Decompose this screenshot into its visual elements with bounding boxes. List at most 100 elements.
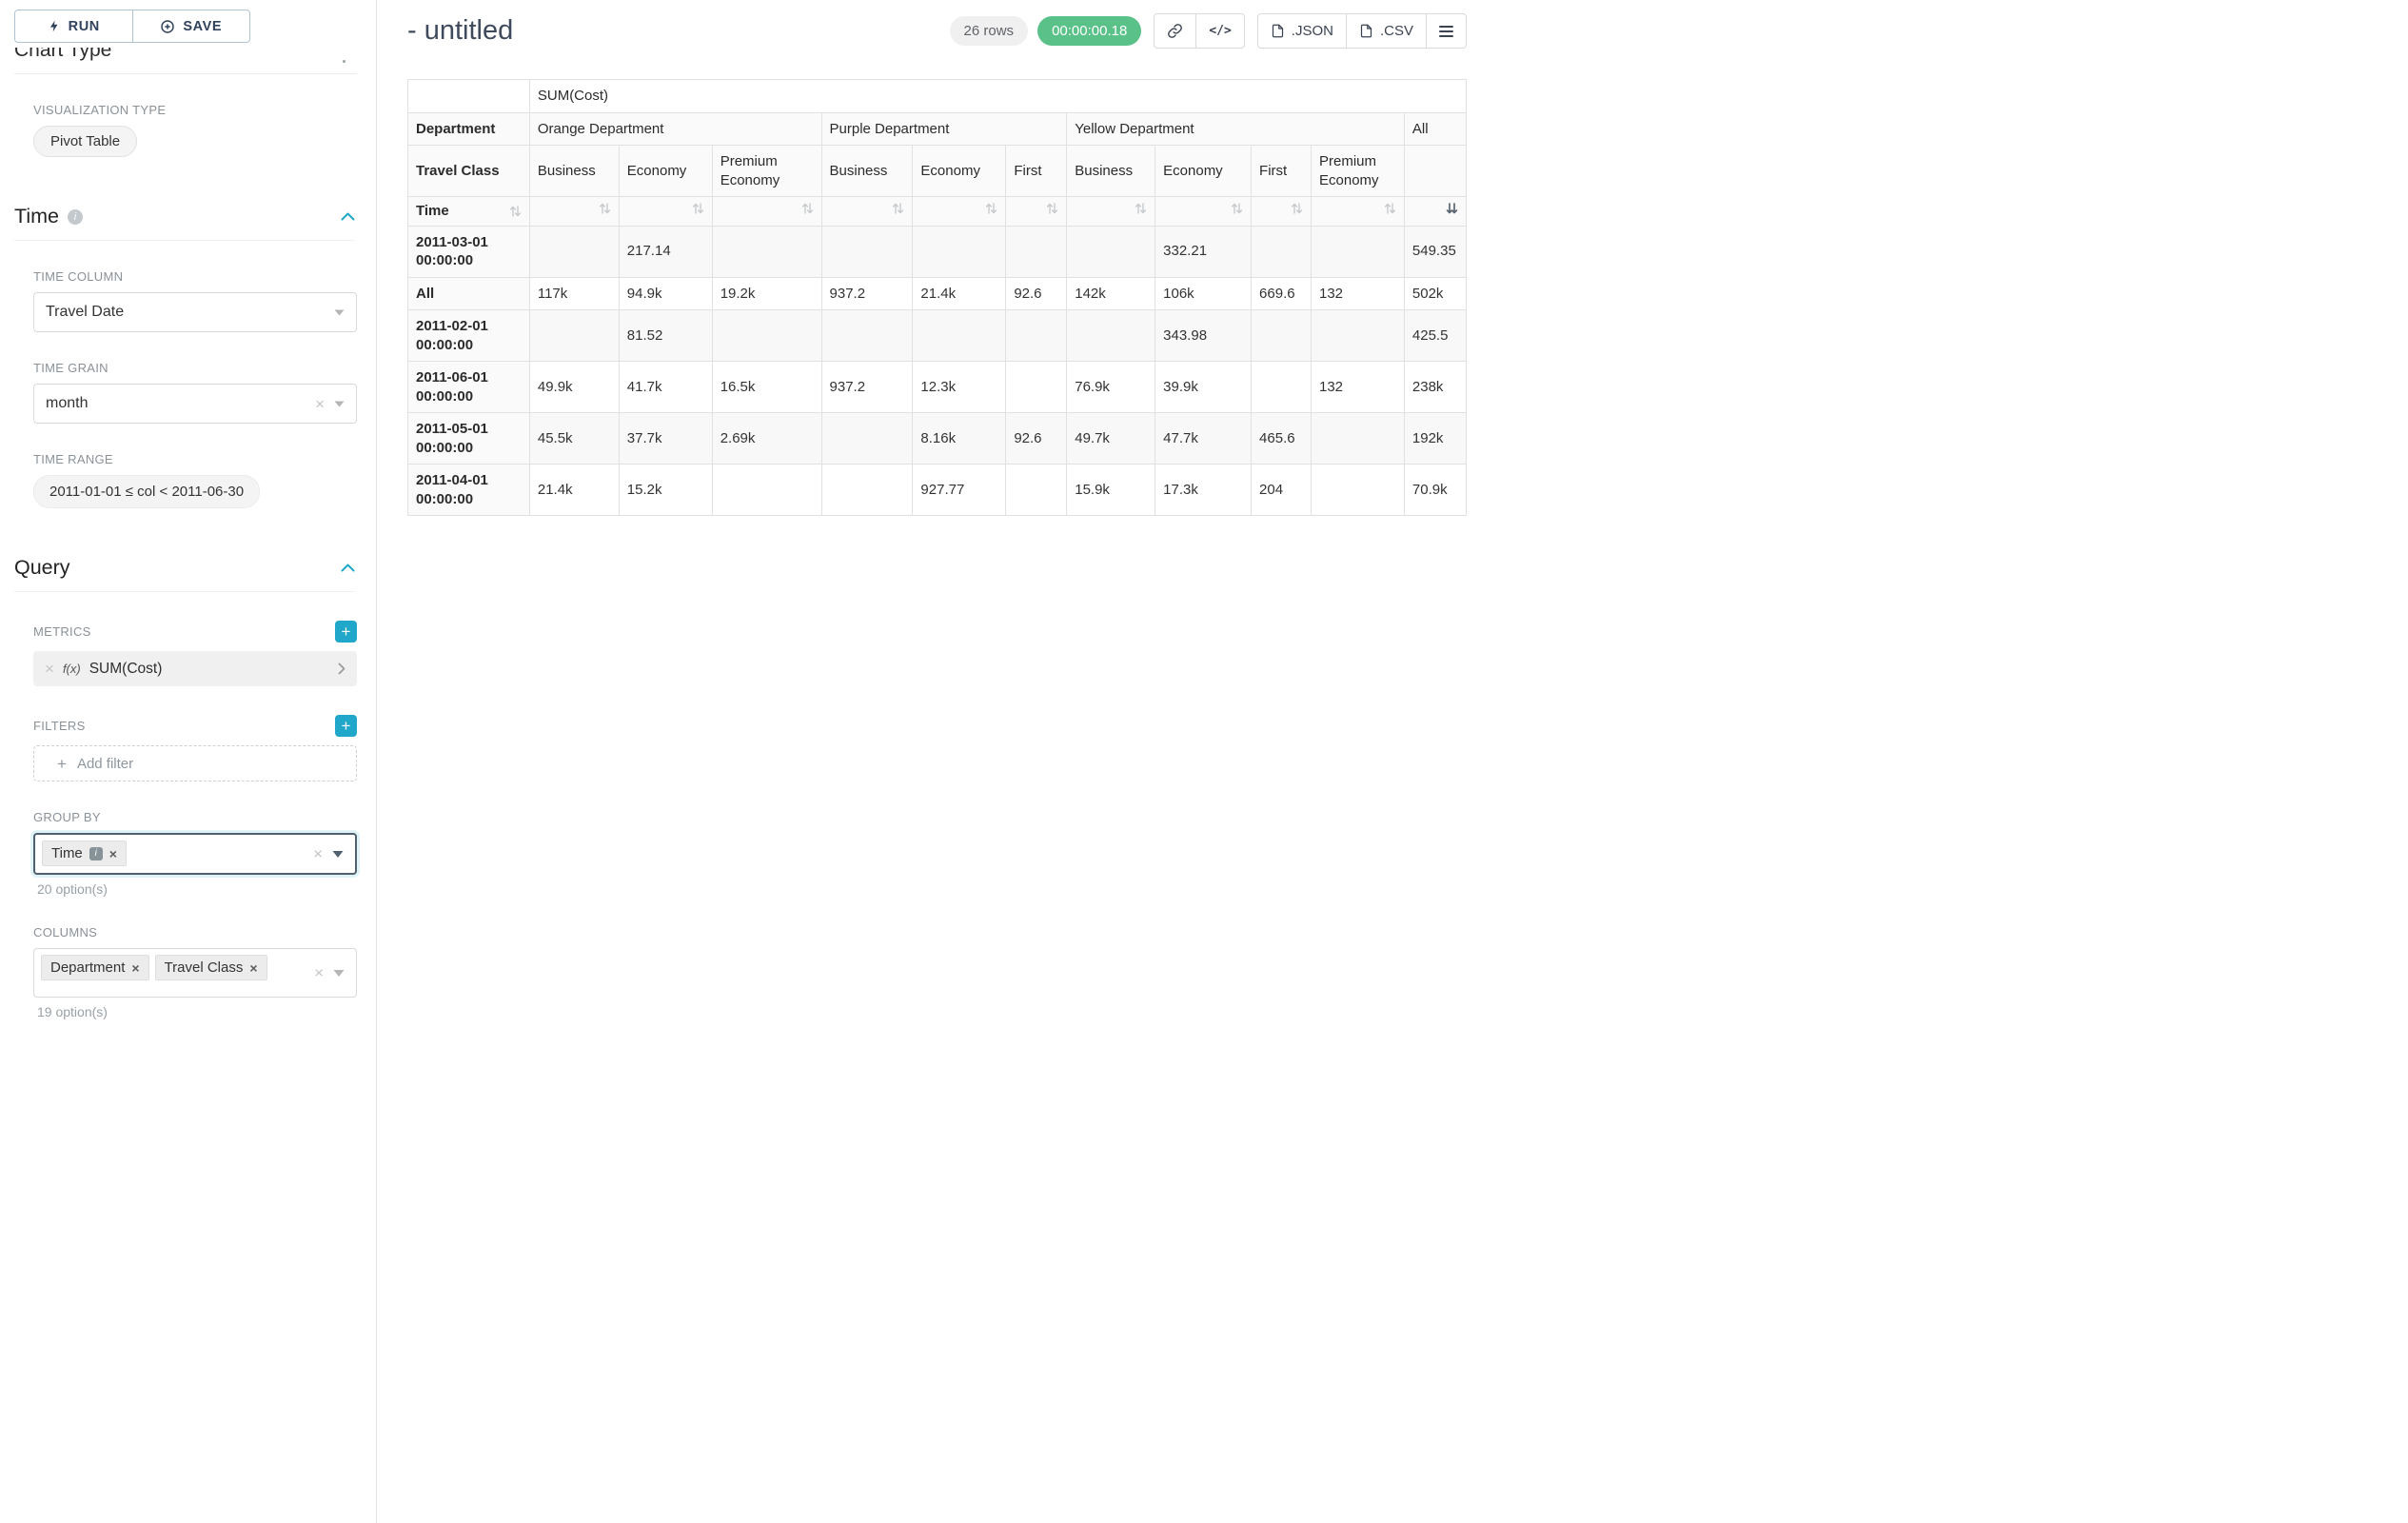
sort-icon[interactable] (599, 202, 611, 215)
sort-icon[interactable] (692, 202, 704, 215)
time-column-select[interactable]: Travel Date (33, 292, 357, 332)
time-grain-label: TIME GRAIN (33, 361, 357, 375)
caret-down-icon[interactable] (332, 850, 344, 858)
plus-icon: + (57, 756, 67, 772)
sort-icon[interactable] (1291, 202, 1303, 215)
caret-down-icon[interactable] (333, 969, 345, 977)
run-save-button-group: RUN SAVE (14, 10, 250, 43)
pivot-cell: 8.16k (913, 413, 1006, 465)
pivot-cell: 117k (529, 277, 619, 310)
pivot-cell (1252, 226, 1312, 277)
metric-item[interactable]: × f(x) SUM(Cost) (33, 651, 357, 686)
pivot-cell: 106k (1155, 277, 1252, 310)
table-row: 2011-04-01 00:00:0021.4k15.2k927.7715.9k… (408, 465, 1467, 516)
chip-label: Travel Class (165, 959, 244, 976)
metric-header: SUM(Cost) (529, 80, 1466, 113)
pivot-table: SUM(Cost)DepartmentOrange DepartmentPurp… (407, 79, 1467, 516)
row-count-badge: 26 rows (950, 16, 1029, 46)
plus-circle-icon (160, 19, 175, 34)
remove-metric-icon[interactable]: × (45, 661, 54, 677)
query-duration-badge: 00:00:00.18 (1037, 16, 1141, 46)
sort-icon[interactable] (509, 205, 522, 218)
time-grain-select[interactable]: month × (33, 384, 357, 424)
caret-down-icon[interactable] (334, 401, 345, 407)
viz-type-value[interactable]: Pivot Table (33, 126, 137, 157)
table-row: All117k94.9k19.2k937.221.4k92.6142k106k6… (408, 277, 1467, 310)
sort-icon[interactable] (1231, 202, 1243, 215)
columns-chip[interactable]: Travel Class × (155, 955, 267, 980)
columns-select[interactable]: Department × Travel Class × × (33, 948, 357, 998)
pivot-cell: 76.9k (1067, 362, 1155, 413)
chevron-up-icon[interactable] (341, 564, 355, 572)
time-range-value[interactable]: 2011-01-01 ≤ col < 2011-06-30 (33, 475, 260, 508)
columns-chip[interactable]: Department × (41, 955, 149, 980)
columns-options-hint: 19 option(s) (37, 1004, 357, 1019)
pivot-cell: 94.9k (619, 277, 712, 310)
export-csv-button[interactable]: .CSV (1346, 13, 1427, 49)
link-icon (1167, 23, 1183, 39)
time-column-label: TIME COLUMN (33, 269, 357, 284)
clear-icon[interactable]: × (313, 846, 323, 862)
pivot-cell: 12.3k (913, 362, 1006, 413)
group-by-chip[interactable]: Time i × (42, 841, 127, 866)
export-csv-label: .CSV (1380, 23, 1413, 39)
caret-down-icon[interactable] (334, 309, 345, 316)
code-icon: </> (1209, 24, 1231, 38)
clear-icon[interactable]: × (315, 396, 325, 412)
info-icon: i (89, 847, 103, 860)
remove-chip-icon[interactable]: × (109, 847, 117, 860)
pivot-cell: 15.9k (1067, 465, 1155, 516)
sort-icon[interactable] (1046, 202, 1058, 215)
column-header: First (1006, 146, 1067, 197)
pivot-cell (821, 310, 913, 362)
sort-icon[interactable] (801, 202, 814, 215)
chevron-up-icon[interactable] (341, 212, 355, 221)
column-group-header: Orange Department (529, 112, 821, 146)
row-header: 2011-06-01 00:00:00 (408, 362, 530, 413)
pivot-cell: 15.2k (619, 465, 712, 516)
sort-desc-icon[interactable] (1446, 202, 1458, 215)
pivot-cell: 81.52 (619, 310, 712, 362)
column-header: Business (529, 146, 619, 197)
chevron-right-icon[interactable] (338, 663, 345, 675)
remove-chip-icon[interactable]: × (249, 961, 257, 975)
pivot-cell (1252, 362, 1312, 413)
sort-cell (619, 197, 712, 227)
divider (14, 73, 357, 74)
time-section-header[interactable]: Time i (14, 205, 355, 241)
save-button[interactable]: SAVE (132, 10, 251, 43)
pivot-cell: 204 (1252, 465, 1312, 516)
metrics-label-row: METRICS + (33, 621, 357, 643)
sort-icon[interactable] (1135, 202, 1147, 215)
pivot-cell: 937.2 (821, 362, 913, 413)
column-header: First (1252, 146, 1312, 197)
pivot-cell: 49.9k (529, 362, 619, 413)
run-button[interactable]: RUN (14, 10, 133, 43)
column-header: Business (1067, 146, 1155, 197)
pivot-cell: 502k (1404, 277, 1466, 310)
table-row: 2011-03-01 00:00:00217.14332.21549.35 (408, 226, 1467, 277)
clear-icon[interactable]: × (314, 965, 324, 981)
pivot-cell (1006, 362, 1067, 413)
table-row: 2011-06-01 00:00:0049.9k41.7k16.5k937.21… (408, 362, 1467, 413)
add-filter-plus-button[interactable]: + (335, 715, 357, 737)
group-by-select[interactable]: Time i × × (33, 833, 357, 875)
sort-icon[interactable] (985, 202, 997, 215)
page-title: - untitled (407, 15, 940, 47)
copy-link-button[interactable] (1154, 13, 1196, 49)
remove-chip-icon[interactable]: × (131, 961, 139, 975)
add-filter-button[interactable]: + Add filter (33, 745, 357, 781)
export-json-button[interactable]: .JSON (1257, 13, 1347, 49)
chart-header: - untitled 26 rows 00:00:00.18 </> .JSON (407, 13, 1467, 49)
embed-code-button[interactable]: </> (1195, 13, 1244, 49)
sort-cell (1312, 197, 1405, 227)
sort-cell (1006, 197, 1067, 227)
menu-button[interactable] (1426, 13, 1467, 49)
sort-icon[interactable] (892, 202, 904, 215)
table-row: 2011-02-01 00:00:0081.52343.98425.5 (408, 310, 1467, 362)
sort-icon[interactable] (1384, 202, 1396, 215)
add-metric-button[interactable]: + (335, 621, 357, 643)
function-icon: f(x) (63, 662, 81, 676)
query-section-header[interactable]: Query (14, 556, 355, 592)
row-header: 2011-04-01 00:00:00 (408, 465, 530, 516)
